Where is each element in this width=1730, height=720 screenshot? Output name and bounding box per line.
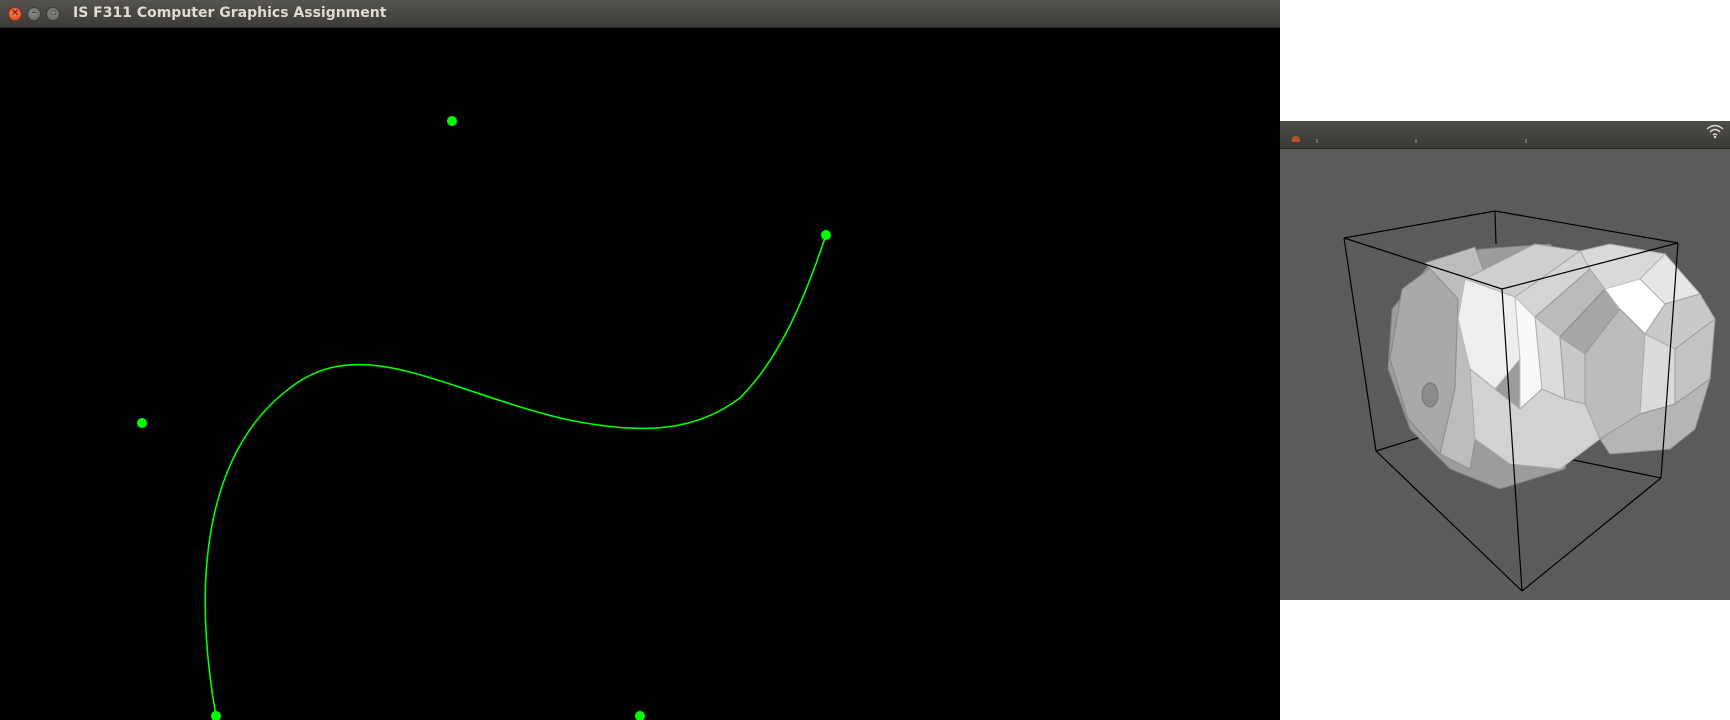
control-point-5[interactable] [635, 711, 645, 720]
titlebar-mark [1316, 139, 1318, 143]
viewer-window [1280, 121, 1730, 600]
minimize-icon: – [31, 8, 37, 18]
3d-viewport[interactable] [1280, 149, 1730, 600]
window-titlebar[interactable]: × – ▫ IS F311 Computer Graphics Assignme… [0, 0, 1280, 28]
viewer-close-icon[interactable] [1292, 136, 1300, 142]
wifi-icon[interactable] [1706, 123, 1724, 139]
curve-canvas-svg[interactable] [0, 28, 1280, 720]
close-button[interactable]: × [8, 7, 22, 21]
minimize-button[interactable]: – [27, 7, 41, 21]
bezier-curve [204, 234, 827, 717]
3d-scene-svg[interactable] [1280, 149, 1730, 600]
main-window: × – ▫ IS F311 Computer Graphics Assignme… [0, 0, 1280, 720]
revolved-model [1387, 243, 1716, 490]
control-point-2[interactable] [821, 230, 831, 240]
titlebar-mark [1415, 139, 1417, 143]
maximize-button[interactable]: ▫ [46, 7, 60, 21]
drawing-canvas[interactable] [0, 28, 1280, 720]
viewer-titlebar[interactable] [1280, 121, 1730, 149]
control-point-3[interactable] [137, 418, 147, 428]
maximize-icon: ▫ [49, 8, 57, 18]
bounding-box-front [1343, 210, 1679, 592]
control-point-4[interactable] [211, 711, 221, 720]
titlebar-mark [1525, 139, 1527, 143]
close-icon: × [11, 8, 19, 18]
control-point-1[interactable] [447, 116, 457, 126]
window-title: IS F311 Computer Graphics Assignment [73, 5, 387, 21]
